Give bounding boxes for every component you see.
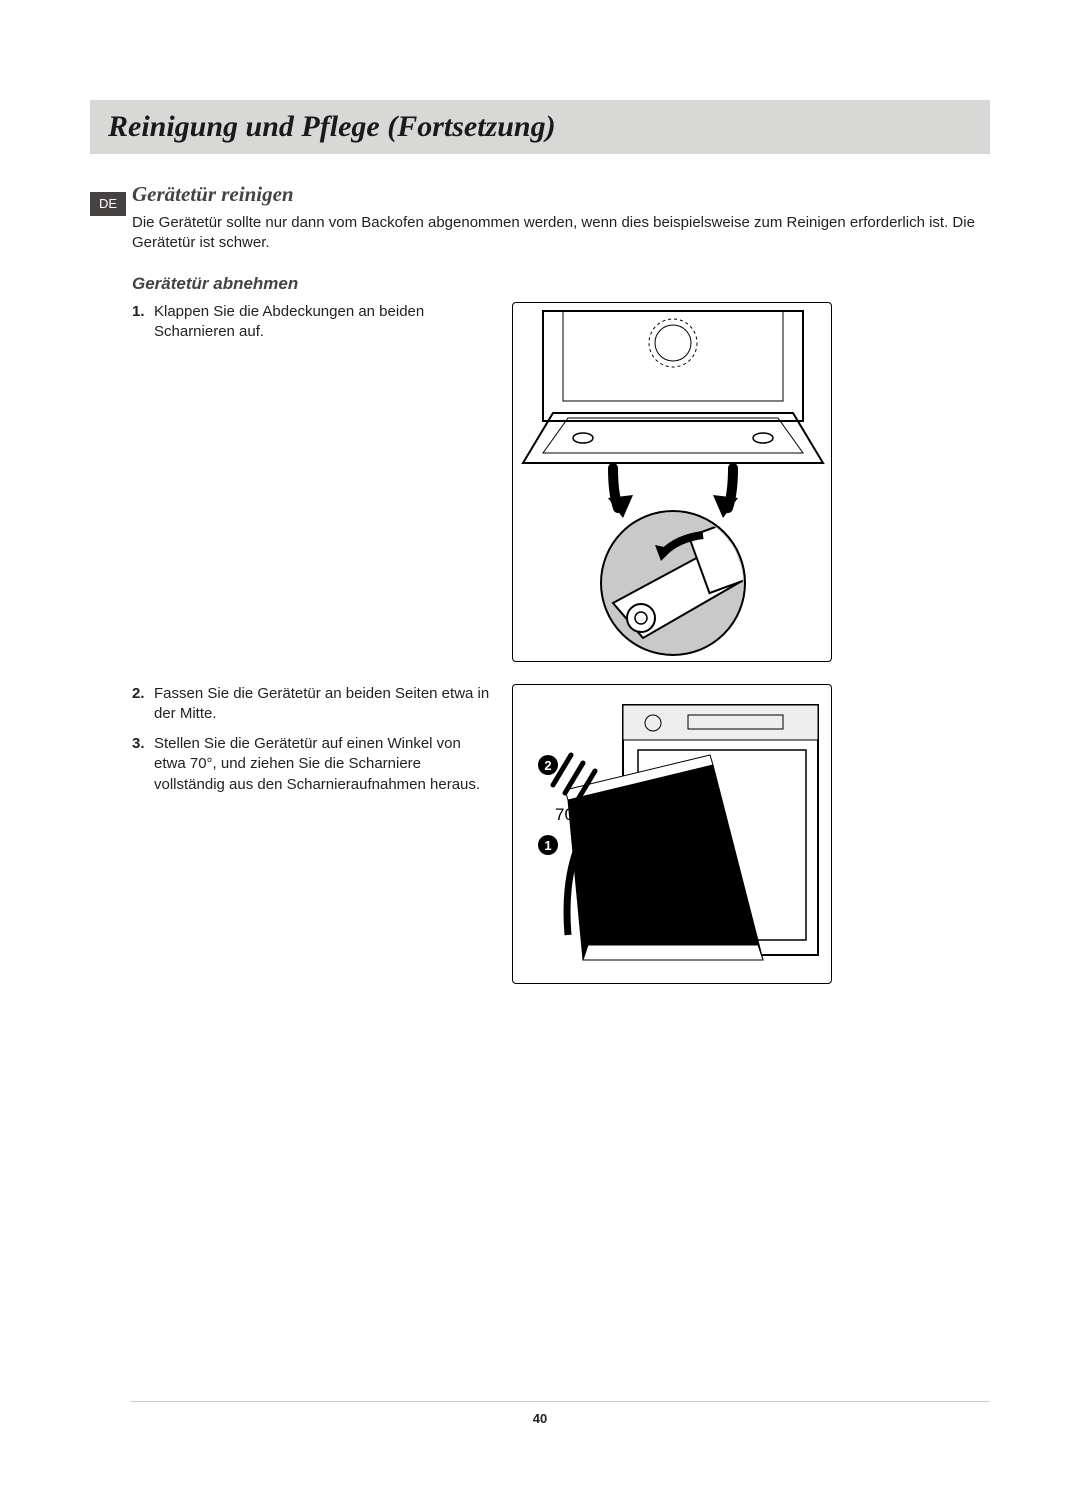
header-bar: Reinigung und Pflege (Fortsetzung) <box>90 100 990 154</box>
content-area: Gerätetür reinigen Die Gerätetür sollte … <box>132 182 990 984</box>
angle-label: 70˚ <box>555 805 580 824</box>
step-text: Fassen Sie die Gerätetür an beiden Seite… <box>154 684 492 725</box>
oven-hinge-svg <box>513 303 832 662</box>
page-title: Reinigung und Pflege (Fortsetzung) <box>108 110 972 144</box>
step-block-2: 2. Fassen Sie die Gerätetür an beiden Se… <box>132 684 990 984</box>
step-text: Klappen Sie die Abdeckungen an beiden Sc… <box>154 302 492 343</box>
footer-rule <box>130 1401 990 1402</box>
section-heading: Gerätetür reinigen <box>132 182 990 207</box>
step-text: Stellen Sie die Gerätetür auf einen Wink… <box>154 734 492 795</box>
step-1: 1. Klappen Sie die Abdeckungen an beiden… <box>132 302 492 343</box>
step-2: 2. Fassen Sie die Gerätetür an beiden Se… <box>132 684 492 725</box>
language-badge: DE <box>90 192 126 216</box>
manual-page: Reinigung und Pflege (Fortsetzung) DE Ge… <box>0 0 1080 1486</box>
step-num: 3. <box>132 734 154 795</box>
step-3: 3. Stellen Sie die Gerätetür auf einen W… <box>132 734 492 795</box>
intro-text: Die Gerätetür sollte nur dann vom Backof… <box>132 213 990 254</box>
step-block-1: 1. Klappen Sie die Abdeckungen an beiden… <box>132 302 990 662</box>
step-num: 2. <box>132 684 154 725</box>
illustration-hinge-open <box>512 302 832 662</box>
step-text-col: 1. Klappen Sie die Abdeckungen an beiden… <box>132 302 492 662</box>
step-num: 1. <box>132 302 154 343</box>
marker-2-label: 2 <box>544 758 551 773</box>
sub-heading: Gerätetür abnehmen <box>132 274 990 294</box>
oven-door-svg: 2 70˚ 1 <box>513 685 832 984</box>
step-text-col: 2. Fassen Sie die Gerätetür an beiden Se… <box>132 684 492 984</box>
marker-1-label: 1 <box>544 838 551 853</box>
illustration-door-remove: 2 70˚ 1 <box>512 684 832 984</box>
page-number: 40 <box>0 1411 1080 1426</box>
